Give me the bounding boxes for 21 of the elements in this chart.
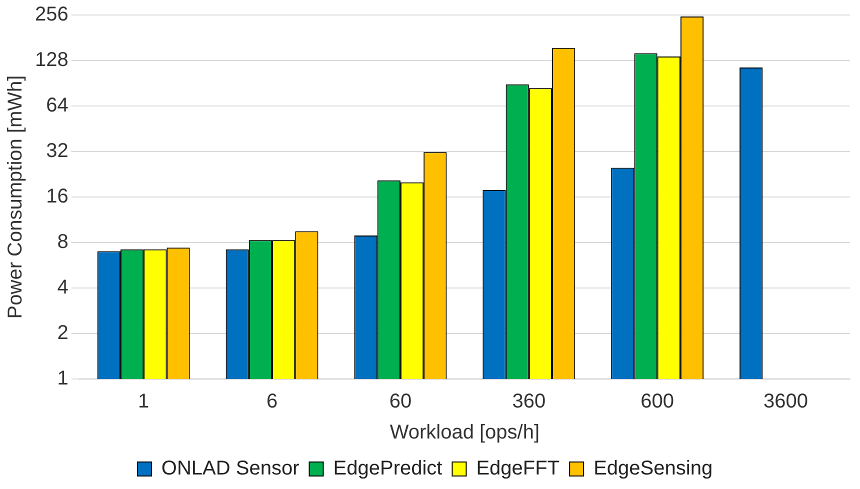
x-tick-label: 6 (266, 390, 278, 413)
y-tick-label: 128 (34, 49, 68, 72)
legend-label: ONLAD Sensor (161, 458, 300, 480)
y-axis-title: Power Consumption [mWh] (4, 75, 27, 319)
x-tick-label: 600 (640, 390, 674, 413)
y-tick-label: 16 (46, 186, 68, 208)
x-axis-title: Workload [ops/h] (390, 422, 540, 444)
y-tick-label: 1 (57, 368, 68, 390)
y-tick-label: 64 (46, 94, 68, 117)
y-tick-label: 256 (34, 4, 68, 26)
x-tick-label: 360 (512, 390, 546, 413)
x-tick-label: 3600 (764, 390, 808, 413)
y-tick-label: 2 (57, 322, 68, 344)
legend-label: EdgeFFT (476, 458, 560, 480)
y-tick-label: 32 (46, 140, 68, 162)
y-tick-label: 8 (57, 231, 68, 254)
x-tick-label: 60 (389, 390, 412, 413)
y-tick-label: 4 (57, 276, 68, 299)
x-tick-label: 1 (138, 390, 150, 413)
legend-label: EdgePredict (333, 458, 443, 480)
legend-label: EdgeSensing (594, 458, 713, 480)
